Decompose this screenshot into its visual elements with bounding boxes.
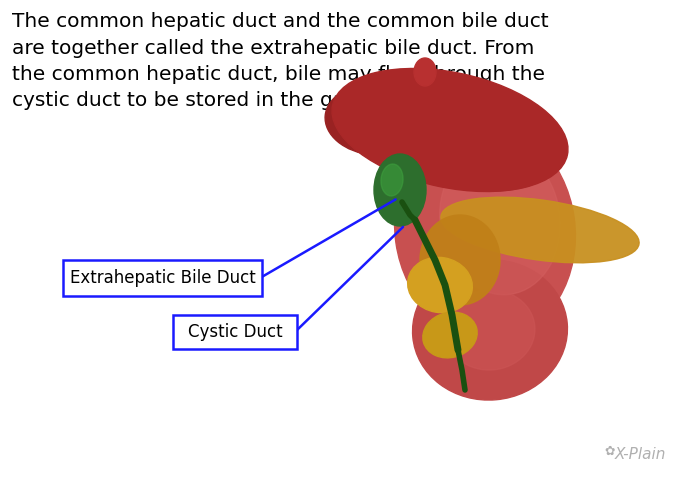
- Ellipse shape: [445, 290, 535, 370]
- Ellipse shape: [441, 197, 639, 263]
- Text: ✿: ✿: [604, 445, 615, 458]
- Ellipse shape: [332, 69, 568, 192]
- Text: Cystic Duct: Cystic Duct: [188, 323, 282, 341]
- Ellipse shape: [407, 257, 472, 312]
- Ellipse shape: [423, 312, 477, 358]
- Ellipse shape: [440, 145, 560, 295]
- Text: Extrahepatic Bile Duct: Extrahepatic Bile Duct: [69, 269, 256, 287]
- Ellipse shape: [374, 154, 426, 226]
- Ellipse shape: [420, 215, 500, 305]
- FancyBboxPatch shape: [173, 315, 297, 349]
- Ellipse shape: [414, 58, 436, 86]
- Ellipse shape: [381, 164, 403, 196]
- Text: The common hepatic duct and the common bile duct
are together called the extrahe: The common hepatic duct and the common b…: [12, 12, 549, 110]
- Ellipse shape: [367, 99, 553, 191]
- Text: X-Plain: X-Plain: [615, 447, 666, 462]
- Ellipse shape: [412, 260, 568, 400]
- Ellipse shape: [325, 85, 425, 155]
- Ellipse shape: [395, 120, 575, 340]
- FancyBboxPatch shape: [63, 260, 262, 296]
